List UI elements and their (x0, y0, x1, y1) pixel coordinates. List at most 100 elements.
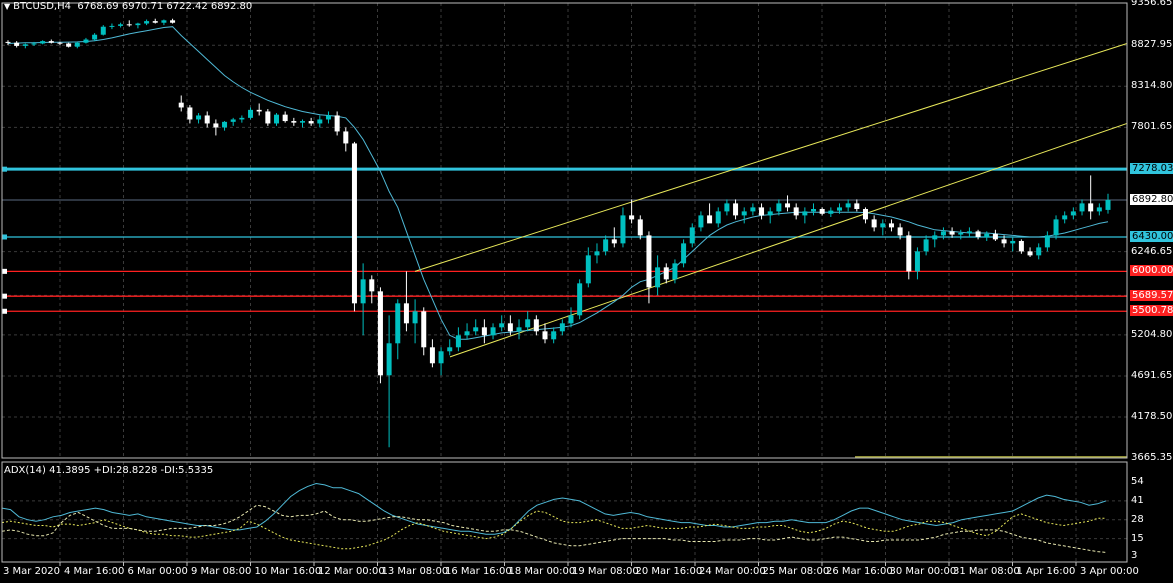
candle-body (828, 210, 834, 214)
adx-tick-label: 3 (1131, 550, 1138, 561)
candle-body (940, 231, 946, 236)
candle-body (144, 21, 150, 24)
candle-body (516, 327, 522, 332)
adx-frame (1, 461, 1128, 563)
candle-body (750, 207, 756, 212)
candle-body (819, 208, 825, 214)
level-anchor (2, 293, 7, 299)
candle-body (836, 207, 842, 211)
level-price-tag: 5689.57 (1130, 290, 1173, 302)
candle-body (490, 327, 496, 336)
candle-body (594, 251, 600, 256)
candle-body (906, 235, 912, 272)
candle-body (880, 223, 886, 228)
di-plus-line (1, 510, 1106, 550)
candle-body (1001, 239, 1007, 244)
candle-body (1044, 235, 1050, 248)
price-tick-label: 4178.50 (1131, 410, 1173, 422)
candle-body (92, 34, 98, 40)
candle-body (655, 267, 661, 288)
candle-body (603, 239, 609, 252)
candle-body (585, 255, 591, 284)
candle-body (715, 211, 721, 224)
time-tick-label: 13 Mar 08:00 (381, 566, 449, 577)
time-tick-label: 26 Mar 16:00 (826, 566, 893, 577)
candle-body (473, 327, 479, 332)
moving-average-line (7, 26, 1109, 340)
candle-body (724, 203, 730, 212)
candle-body (239, 117, 245, 120)
candle-body (888, 223, 894, 228)
price-tick-label: 7801.65 (1131, 121, 1173, 133)
triangle-down-icon: ▼ (4, 2, 11, 11)
chart-frame (1, 2, 1128, 566)
price-tick-label: 8827.95 (1131, 39, 1173, 51)
candle-body (351, 143, 357, 304)
candle-body (412, 311, 418, 324)
time-tick-label: 1 Apr 16:00 (1016, 566, 1076, 577)
candle-body (1096, 207, 1102, 212)
candle-body (22, 44, 28, 46)
time-tick-label: 18 Mar 00:00 (508, 566, 576, 577)
candle-body (213, 123, 219, 128)
candle-body (248, 109, 254, 118)
candle-body (854, 203, 860, 209)
time-tick-label: 9 Mar 08:00 (191, 566, 252, 577)
candle-body (1070, 211, 1076, 216)
candle-body (31, 43, 37, 45)
candle-body (299, 121, 305, 123)
candle-body (135, 23, 141, 26)
candle-body (83, 39, 89, 43)
candle-body (577, 283, 583, 316)
candle-body (862, 208, 868, 220)
adx-tick-label: 41 (1131, 494, 1144, 506)
price-channel (414, 43, 1128, 358)
candle-body (533, 319, 539, 332)
candle-body (984, 233, 990, 237)
time-tick-label: 25 Mar 08:00 (762, 566, 830, 577)
time-tick-label: 3 Apr 00:00 (1080, 566, 1139, 577)
adx-header: ADX(14) 41.3895 +DI:28.8228 -DI:5.5335 (4, 465, 213, 476)
candle-body (152, 21, 158, 23)
candle-body (802, 211, 808, 216)
di-minus-line (1, 504, 1107, 553)
candle-body (620, 215, 626, 244)
candle-body (109, 25, 115, 27)
candle-body (170, 20, 176, 23)
candle-body (958, 232, 964, 235)
candle-body (707, 215, 713, 224)
candle-body (975, 231, 981, 237)
candle-body (542, 331, 548, 340)
candle-body (663, 267, 669, 280)
candle-body (611, 239, 617, 244)
adx-tick-label: 15 (1131, 532, 1144, 544)
candle-body (308, 121, 314, 124)
ohlc-label: 6768.69 6970.71 6722.42 6892.80 (77, 1, 253, 12)
candle-body (343, 131, 349, 144)
time-tick-label: 4 Mar 16:00 (64, 566, 125, 577)
candle-body (629, 215, 635, 220)
candle-body (845, 203, 851, 208)
candle-body (377, 291, 383, 376)
candle-body (637, 219, 643, 236)
candle-body (161, 20, 167, 23)
candle-body (291, 121, 297, 123)
candle-body (741, 211, 747, 216)
candle-body (1036, 247, 1042, 256)
candle-body (282, 114, 288, 122)
time-tick-label: 19 Mar 08:00 (572, 566, 639, 577)
candle-body (672, 263, 678, 280)
candle-body (126, 24, 132, 26)
current-price-tag: 6892.80 (1130, 193, 1173, 205)
candle-body (403, 303, 409, 324)
candle-body (187, 107, 193, 120)
candle-body (1105, 199, 1111, 210)
candle-body (118, 24, 124, 26)
time-tick-label: 20 Mar 16:00 (635, 566, 703, 577)
candle-body (681, 243, 687, 264)
candle-body (525, 319, 531, 328)
candle-body (1079, 203, 1085, 212)
candle-body (204, 115, 210, 124)
candle-body (733, 203, 739, 216)
